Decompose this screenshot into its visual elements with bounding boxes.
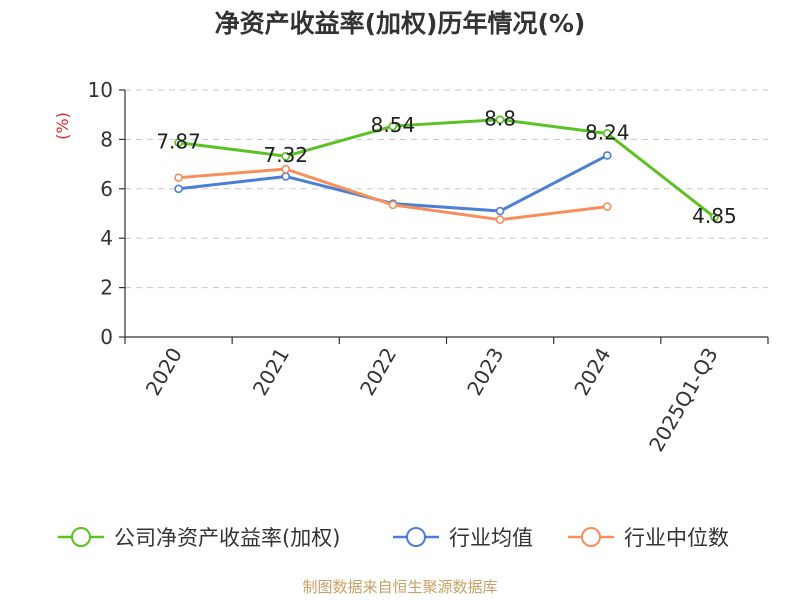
x-tick-label: 2024: [569, 344, 615, 400]
data-point: [602, 129, 612, 138]
legend-item[interactable]: 公司净资产收益率(加权): [58, 526, 340, 550]
data-label: 8.24: [585, 120, 630, 144]
data-label: 8.54: [371, 113, 416, 137]
data-source: 制图数据来自恒生聚源数据库: [302, 578, 497, 596]
x-tick-label: 2020: [141, 344, 187, 400]
y-axis-unit: (%): [53, 112, 72, 140]
y-tick-label: 4: [100, 226, 113, 250]
y-tick-label: 0: [100, 325, 113, 349]
x-tick-label: 2022: [355, 344, 401, 400]
legend-item[interactable]: 行业均值: [393, 526, 533, 550]
data-label: 7.87: [156, 130, 201, 154]
data-point: [281, 172, 291, 181]
legend[interactable]: 公司净资产收益率(加权) 行业均值 行业中位数: [58, 526, 729, 550]
grid-lines: [125, 89, 768, 289]
legend-marker: [581, 527, 601, 547]
x-tick-label: 2021: [248, 344, 294, 400]
data-point: [174, 184, 183, 194]
data-labels: 7.87 7.32 8.54 8.8 8.24 4.85: [156, 107, 736, 229]
data-point: [710, 212, 719, 222]
y-tick-label: 6: [100, 177, 113, 201]
chart-title: 净资产收益率(加权)历年情况(%): [215, 9, 586, 38]
data-point: [174, 173, 183, 182]
y-tick-label: 10: [88, 78, 113, 102]
x-tick-label: 2023: [462, 344, 508, 400]
series-line: [178, 118, 716, 219]
legend-marker: [71, 527, 91, 547]
data-label: 7.32: [263, 143, 308, 167]
y-tick-label: 8: [100, 127, 113, 151]
data-label: 8.8: [484, 107, 516, 131]
legend-label: 公司净资产收益率(加权): [114, 526, 340, 550]
data-label: 4.85: [692, 204, 737, 228]
data-point: [174, 138, 183, 147]
legend-label: 行业中位数: [624, 526, 729, 550]
data-point: [495, 215, 505, 224]
series-line: [178, 167, 608, 222]
data-point: [281, 151, 291, 161]
series-lines: [174, 115, 719, 224]
legend-marker: [406, 527, 426, 547]
y-tick-label: 2: [100, 276, 113, 300]
data-point: [495, 115, 505, 124]
data-point: [281, 164, 291, 174]
data-point: [602, 151, 612, 160]
data-point: [388, 121, 398, 131]
data-point: [388, 200, 398, 210]
legend-label: 行业均值: [449, 526, 533, 550]
x-tick-label: 2025Q1-Q3: [644, 344, 723, 456]
legend-item[interactable]: 行业中位数: [568, 526, 729, 550]
data-point: [602, 202, 612, 211]
data-point: [495, 206, 505, 216]
